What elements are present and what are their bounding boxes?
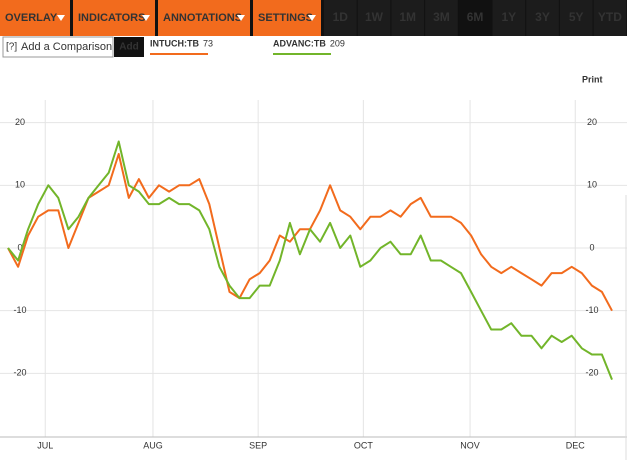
- menu-button[interactable]: [0, 0, 70, 36]
- y-tick-label: 20: [15, 117, 25, 127]
- dropdown-arrow: [57, 15, 65, 21]
- comparison-input[interactable]: [2, 36, 114, 58]
- legend-value: 73: [203, 38, 213, 48]
- legend-name: INTUCH:TB: [150, 38, 199, 48]
- y-tick-label-right: -10: [585, 305, 598, 315]
- menu-label[interactable]: ANNOTATIONS: [163, 12, 242, 24]
- range-label[interactable]: 3M: [433, 10, 450, 24]
- range-label[interactable]: 3Y: [535, 10, 550, 24]
- y-tick-label: -20: [13, 368, 26, 378]
- x-tick-label: JUL: [37, 440, 53, 450]
- menu-label[interactable]: OVERLAY: [5, 12, 58, 24]
- dropdown-arrow: [308, 15, 316, 21]
- y-tick-label: -10: [13, 305, 26, 315]
- dropdown-arrow: [142, 15, 150, 21]
- dropdown-arrow: [237, 15, 245, 21]
- x-tick-label: DEC: [566, 440, 586, 450]
- legend-value: 209: [330, 38, 345, 48]
- menu-button[interactable]: [253, 0, 321, 36]
- x-tick-label: OCT: [354, 440, 374, 450]
- y-tick-label-right: -20: [585, 368, 598, 378]
- add-label[interactable]: Add: [119, 42, 138, 53]
- range-button[interactable]: [526, 0, 559, 36]
- y-tick-label-right: 10: [587, 180, 597, 190]
- x-tick-label: SEP: [249, 440, 267, 450]
- range-button[interactable]: [559, 0, 593, 36]
- range-button[interactable]: [425, 0, 458, 36]
- y-tick-label-right: 20: [587, 117, 597, 127]
- y-tick-label: 0: [17, 242, 22, 252]
- range-button[interactable]: [357, 0, 391, 36]
- range-button[interactable]: [324, 0, 357, 36]
- add-button[interactable]: [114, 37, 144, 57]
- range-label[interactable]: 1W: [365, 10, 384, 24]
- help-link[interactable]: [?]: [6, 42, 17, 53]
- legend-name: ADVANC:TB: [273, 38, 326, 48]
- x-tick-label: AUG: [143, 440, 163, 450]
- y-tick-label: 10: [15, 180, 25, 190]
- menu-label[interactable]: INDICATORS: [78, 12, 145, 24]
- menu-label[interactable]: SETTINGS: [258, 12, 313, 24]
- range-label[interactable]: 1M: [399, 10, 416, 24]
- series-line: [7, 140, 613, 380]
- range-label[interactable]: 5Y: [569, 10, 584, 24]
- y-tick-label-right: 0: [589, 242, 594, 252]
- range-button[interactable]: [593, 0, 627, 36]
- comparison-placeholder: Add a Comparison: [21, 41, 112, 53]
- range-label[interactable]: YTD: [598, 10, 622, 24]
- menu-button[interactable]: [158, 0, 250, 36]
- range-button[interactable]: [458, 0, 492, 36]
- range-label[interactable]: 1D: [333, 10, 349, 24]
- range-label[interactable]: 6M: [467, 10, 484, 24]
- menu-button[interactable]: [73, 0, 155, 36]
- range-button[interactable]: [391, 0, 425, 36]
- range-button[interactable]: [492, 0, 526, 36]
- series-line: [7, 153, 613, 312]
- print-link[interactable]: Print: [582, 74, 603, 84]
- range-label[interactable]: 1Y: [501, 10, 516, 24]
- x-tick-label: NOV: [460, 440, 480, 450]
